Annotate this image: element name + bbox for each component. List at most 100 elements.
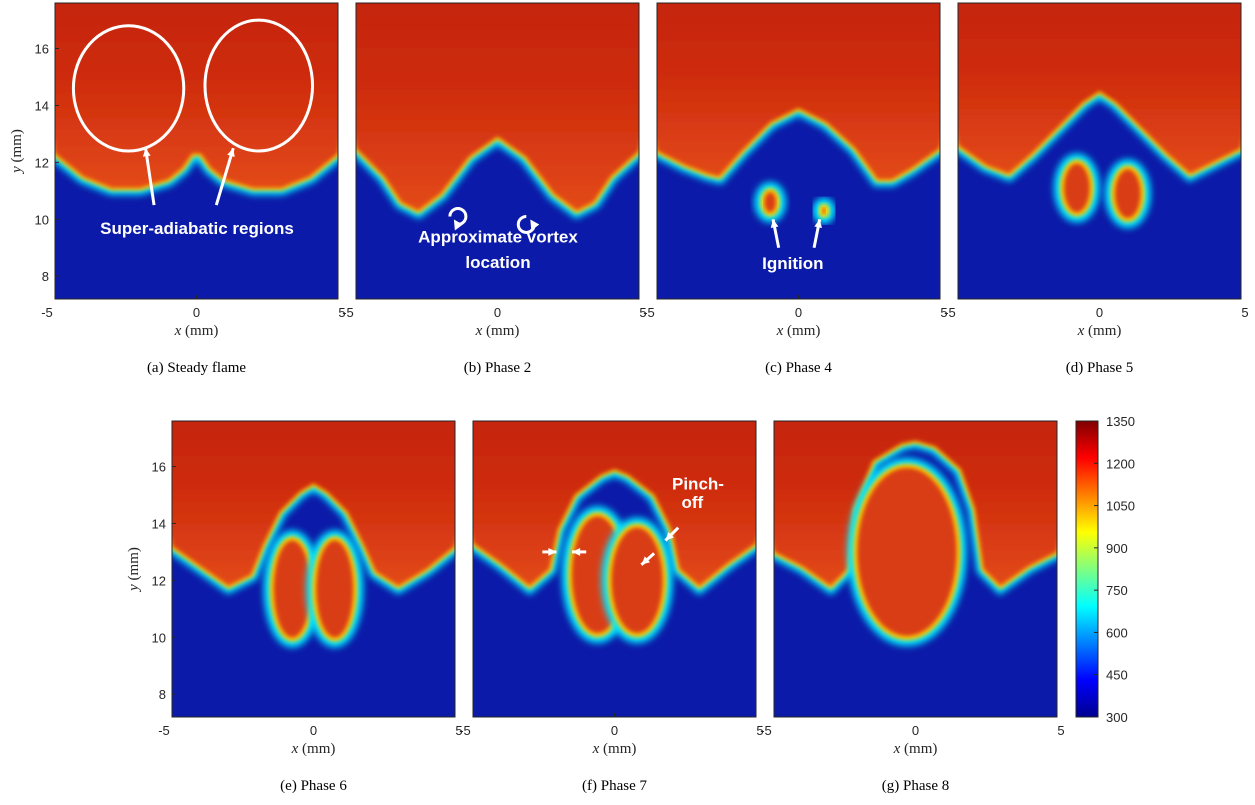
pocket-1 <box>316 540 354 638</box>
arrow-head <box>572 548 581 556</box>
y-axis-label: y (mm) <box>9 129 25 175</box>
x-tick-label: -5 <box>643 305 655 320</box>
x-tick-label: 0 <box>494 305 501 320</box>
x-tick-label: 5 <box>338 305 345 320</box>
hot-region <box>958 3 1241 174</box>
hot-region <box>774 421 1057 587</box>
colorbar-tick-label: 300 <box>1106 710 1128 725</box>
hot-region <box>657 3 940 180</box>
x-tick-label: 0 <box>1096 305 1103 320</box>
hot-region <box>55 3 338 188</box>
panel-g: -5 0 5 x (mm) (g) Phase 8 <box>760 420 1065 794</box>
panel-e: -5 0 5 8 10 12 14 16 x (mm) y (mm) (e) Phase 6 <box>126 420 463 794</box>
y-tick-label: 10 <box>152 630 166 645</box>
heatmap-a <box>55 3 338 299</box>
annotation-vortex-2: location <box>465 253 530 272</box>
arrow-head <box>770 219 779 229</box>
arrow-head <box>641 556 651 565</box>
x-axis-label: x (mm) <box>475 323 520 339</box>
panel-caption: (a) Steady flame <box>147 360 246 376</box>
x-axis-label: x (mm) <box>776 323 821 339</box>
colorbar-tick-label: 750 <box>1106 583 1128 598</box>
panel-caption: (d) Phase 5 <box>1066 360 1134 376</box>
pocket-0 <box>764 192 777 213</box>
x-axis-label: x (mm) <box>893 741 938 757</box>
panel-c: -5 0 5 x (mm) (c) Phase 4 Ignition <box>643 2 948 376</box>
colorbar-tick-label: 450 <box>1106 668 1128 683</box>
x-axis-label: x (mm) <box>291 741 336 757</box>
pocket-0 <box>857 467 957 637</box>
vortex-arrowhead <box>453 219 463 231</box>
annotation-pinch-2: off <box>681 493 703 512</box>
x-tick-label: 5 <box>940 305 947 320</box>
panel-caption: (g) Phase 8 <box>882 778 950 794</box>
x-tick-label: 5 <box>639 305 646 320</box>
arrow-head <box>227 148 235 158</box>
x-tick-label: 5 <box>455 723 462 738</box>
arrow-shaft <box>214 147 235 206</box>
hot-region <box>172 421 455 587</box>
x-tick-label: 0 <box>310 723 317 738</box>
panel-a: -5 0 5 8 10 12 14 16 x (mm) y (mm) (a) Steady flam… <box>9 2 346 376</box>
y-tick-label: 16 <box>35 42 49 57</box>
panel-caption: (e) Phase 6 <box>280 778 347 794</box>
panel-f: -5 0 5 x (mm) (f) Phase 7 Pinch-off <box>459 420 764 794</box>
panels: -5 0 5 8 10 12 14 16 x (mm) y (mm) (a) Steady flam… <box>9 2 1249 794</box>
x-tick-label: 0 <box>912 723 919 738</box>
annotation-vortex-1: Approximate vortex <box>418 227 578 246</box>
super-adiabatic-ellipse <box>203 18 315 153</box>
colorbar: 1350 1200 1050 900 750 600 450 300 <box>1075 414 1135 725</box>
x-axis-label: x (mm) <box>1077 323 1122 339</box>
annotations-c: Ignition <box>762 219 824 273</box>
annotation-ignition: Ignition <box>762 254 823 273</box>
arrow-head <box>814 219 822 229</box>
colorbar-bar <box>1075 420 1099 718</box>
pocket-1 <box>822 207 826 214</box>
panel-d: -5 0 5 x (mm) (d) Phase 5 <box>944 2 1249 376</box>
x-tick-label: -5 <box>760 723 772 738</box>
colorbar-tick-label: 1200 <box>1106 456 1135 471</box>
panel-caption: (f) Phase 7 <box>582 778 647 794</box>
colorbar-tick-label: 1050 <box>1106 499 1135 514</box>
heatmap-e <box>172 421 455 717</box>
arrow-head <box>548 548 557 556</box>
y-tick-label: 10 <box>35 212 49 227</box>
hot-region <box>473 421 756 587</box>
x-tick-label: 5 <box>756 723 763 738</box>
x-tick-label: -5 <box>158 723 170 738</box>
x-tick-label: -5 <box>342 305 354 320</box>
heatmap-c <box>657 3 940 299</box>
x-tick-label: -5 <box>459 723 471 738</box>
panel-b: -5 0 5 x (mm) (b) Phase 2 Approximate vortex l… <box>342 2 647 376</box>
y-tick-label: 8 <box>159 687 166 702</box>
super-adiabatic-ellipse <box>71 24 186 153</box>
x-tick-label: 5 <box>1241 305 1248 320</box>
pocket-1 <box>1114 169 1141 219</box>
annotation-pinch-1: Pinch- <box>672 475 724 494</box>
x-axis-label: x (mm) <box>592 741 637 757</box>
y-tick-label: 14 <box>152 516 166 531</box>
heatmap-b <box>356 3 639 299</box>
hot-region <box>356 3 639 211</box>
y-tick-label: 8 <box>42 269 49 284</box>
colorbar-tick-label: 600 <box>1106 625 1128 640</box>
x-tick-label: 0 <box>611 723 618 738</box>
annotations-f: Pinch-off <box>542 475 724 566</box>
vortex-icon <box>448 207 468 226</box>
colorbar-tick-label: 900 <box>1106 541 1128 556</box>
pocket-1 <box>611 527 663 634</box>
panel-caption: (c) Phase 4 <box>765 360 832 376</box>
pocket-0 <box>273 540 311 638</box>
arrow-head <box>142 148 151 157</box>
vortex-arrowhead <box>530 219 540 231</box>
y-tick-label: 12 <box>35 155 49 170</box>
panel-caption: (b) Phase 2 <box>464 360 532 376</box>
heatmap-g <box>774 421 1057 717</box>
heatmap-d <box>958 3 1241 299</box>
annotations-a: Super-adiabatic regions <box>71 18 315 238</box>
x-tick-label: -5 <box>944 305 956 320</box>
x-tick-label: -5 <box>41 305 53 320</box>
x-axis-label: x (mm) <box>174 323 219 339</box>
x-tick-label: 0 <box>795 305 802 320</box>
